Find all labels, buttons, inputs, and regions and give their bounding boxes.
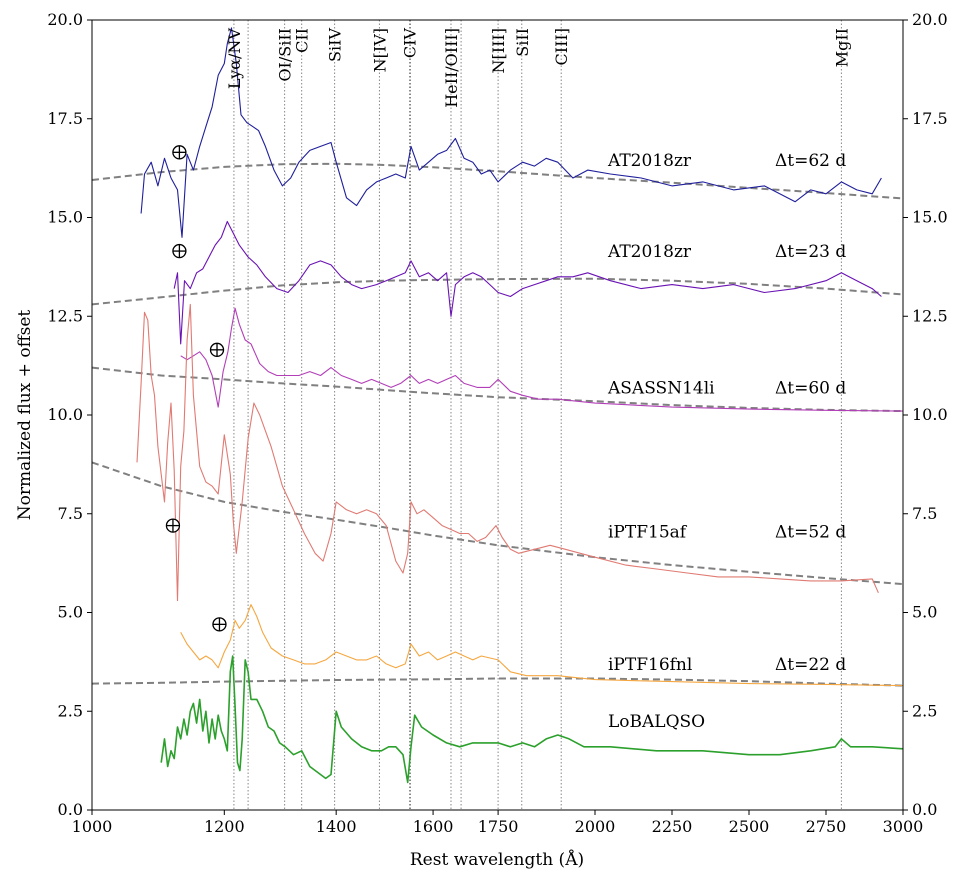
series-name-5: LoBALQSO — [608, 712, 705, 732]
y-tick-label-right-8: 20.0 — [912, 10, 948, 29]
y-tick-label-left-8: 20.0 — [47, 10, 83, 29]
continuum-3 — [91, 461, 904, 586]
series-dt-2: Δt=60 d — [775, 378, 846, 398]
line-label-10: MgII — [832, 28, 851, 67]
continuum-4 — [91, 677, 904, 687]
y-tick-label-right-6: 15.0 — [912, 208, 948, 227]
y-tick-label-left-3: 7.5 — [58, 504, 83, 523]
y-tick-label-left-0: 0.0 — [58, 800, 83, 819]
axis-ticks: 1000 1200 1400 1600 1750 2000 2250 2500 2750 3000… — [47, 10, 947, 836]
spectra-series — [136, 27, 904, 784]
series-name-4: iPTF16fnl — [608, 655, 692, 675]
x-tick-label-4: 1750 — [478, 817, 519, 836]
series-dt-0: Δt=62 d — [775, 151, 846, 171]
y-axis-label: Normalized flux + offset — [15, 310, 35, 521]
y-tick-label-left-1: 2.5 — [58, 701, 83, 720]
y-tick-label-right-5: 12.5 — [912, 306, 948, 325]
series-dt-1: Δt=23 d — [775, 242, 846, 262]
series-name-0: AT2018zr — [607, 151, 692, 171]
y-tick-label-right-1: 2.5 — [912, 701, 937, 720]
series-dt-4: Δt=22 d — [775, 655, 846, 675]
continuum-0 — [91, 162, 904, 200]
x-axis-label: Rest wavelength (Å) — [410, 849, 584, 870]
line-label-7: N[III] — [489, 28, 508, 73]
line-label-8: SiII — [513, 28, 532, 57]
series-name-3: iPTF15af — [608, 522, 688, 542]
continuum-fits — [91, 162, 904, 687]
x-tick-label-1: 1200 — [204, 817, 245, 836]
telluric-symbol-3 — [165, 518, 181, 533]
x-tick-label-5: 2000 — [575, 817, 616, 836]
line-label-0: Lyα/NV — [225, 28, 244, 90]
spectrum-0 — [140, 27, 882, 238]
series-name-1: AT2018zr — [607, 242, 692, 262]
telluric-symbol-1 — [172, 243, 187, 259]
y-tick-label-left-5: 12.5 — [47, 306, 83, 325]
x-tick-label-0: 1000 — [72, 817, 113, 836]
spectrum-2 — [180, 307, 904, 412]
continuum-2 — [91, 366, 904, 413]
y-tick-label-left-4: 10.0 — [47, 405, 83, 424]
series-dt-3: Δt=52 d — [775, 522, 846, 542]
x-tick-label-9: 3000 — [883, 817, 924, 836]
y-tick-label-right-0: 0.0 — [912, 800, 937, 819]
y-tick-label-right-2: 5.0 — [912, 603, 937, 622]
y-tick-label-right-3: 7.5 — [912, 504, 937, 523]
line-label-4: N[IV] — [370, 28, 389, 72]
y-tick-label-left-2: 5.0 — [58, 603, 83, 622]
x-tick-label-3: 1600 — [413, 817, 454, 836]
y-tick-label-right-4: 10.0 — [912, 405, 948, 424]
line-label-6: HeII/OIII] — [442, 28, 461, 108]
telluric-symbol-2 — [209, 342, 225, 357]
line-label-1: OI/SiII — [276, 28, 295, 82]
line-label-9: CIII] — [552, 28, 571, 65]
line-label-2: CII — [293, 28, 312, 53]
x-tick-label-2: 1400 — [316, 817, 357, 836]
x-tick-label-8: 2750 — [806, 817, 847, 836]
spectrum-4 — [180, 604, 904, 687]
spectrum-3 — [136, 303, 879, 602]
line-label-3: SiIV — [326, 28, 345, 62]
plot-frame — [91, 19, 904, 811]
telluric-symbol-4 — [212, 617, 227, 632]
series-labels: AT2018zr Δt=62 d AT2018zr Δt=23 d ASASSN14li… — [607, 151, 846, 732]
emission-line-markers — [233, 20, 842, 810]
telluric-markers — [165, 145, 227, 632]
x-tick-label-7: 2500 — [729, 817, 770, 836]
telluric-symbol-0 — [172, 145, 187, 160]
spectrum-5 — [160, 655, 904, 784]
continuum-1 — [91, 277, 904, 306]
line-label-5: CIV — [401, 28, 420, 59]
x-tick-label-6: 2250 — [652, 817, 693, 836]
series-name-2: ASASSN14li — [607, 378, 715, 398]
spectrum-1 — [173, 220, 882, 345]
y-tick-label-left-6: 15.0 — [47, 208, 83, 227]
y-tick-label-right-7: 17.5 — [912, 109, 948, 128]
y-tick-label-left-7: 17.5 — [47, 109, 83, 128]
